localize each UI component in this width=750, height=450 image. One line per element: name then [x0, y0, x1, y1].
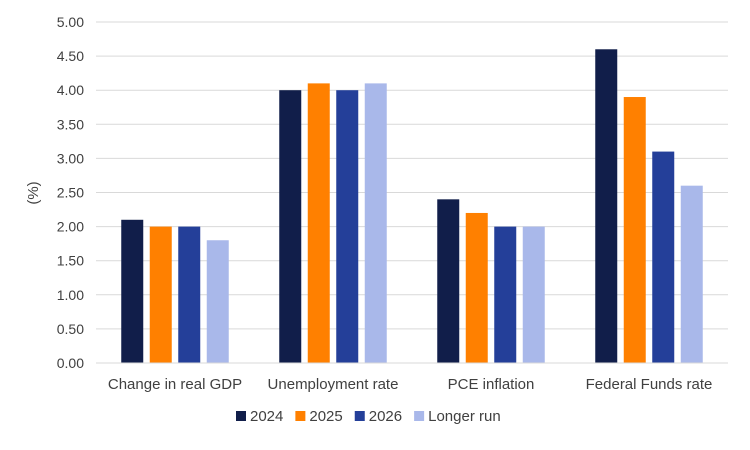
x-category-label: Federal Funds rate [586, 376, 713, 393]
bar-longer-run-1 [364, 83, 387, 363]
bar-2026-0 [178, 226, 201, 363]
legend-item: 2024 [236, 408, 283, 425]
bar-2026-2 [494, 226, 517, 363]
bar-2024-2 [437, 199, 460, 363]
legend-label: 2025 [309, 408, 342, 425]
legend-label: 2026 [369, 408, 402, 425]
bar-2024-3 [595, 49, 618, 363]
legend: 2024 2025 2026 Longer run [236, 408, 501, 425]
legend-item: Longer run [414, 408, 501, 425]
y-axis-label: (%) [25, 181, 42, 204]
legend-swatch [354, 411, 365, 421]
y-tick-label: 3.50 [57, 116, 84, 132]
x-axis-category-labels: Change in real GDP Unemployment rate PCE i… [108, 376, 712, 393]
bar-2025-0 [149, 226, 172, 363]
legend-item: 2025 [295, 408, 343, 425]
legend-swatch [414, 411, 425, 421]
bar-2025-2 [465, 212, 488, 363]
legend-swatch [236, 411, 246, 421]
bar-2025-3 [623, 97, 646, 364]
gridlines [96, 21, 728, 330]
y-tick-label: 5.00 [57, 14, 84, 30]
y-tick-label: 1.50 [57, 253, 84, 269]
y-tick-label: 0.00 [57, 355, 84, 371]
x-category-label: Unemployment rate [268, 376, 399, 393]
bar-longer-run-3 [680, 185, 703, 363]
bar-longer-run-0 [206, 240, 229, 363]
bar-2024-1 [279, 90, 302, 363]
bar-2024-0 [121, 219, 144, 363]
y-tick-label: 4.50 [57, 48, 84, 64]
x-category-label: Change in real GDP [108, 376, 242, 393]
legend-label: 2024 [250, 408, 283, 425]
bars [121, 49, 703, 364]
y-axis-tick-labels: 0.00 0.50 1.00 1.50 2.00 2.50 3.00 3.50 4.00 4.50… [57, 14, 84, 371]
bar-2026-3 [652, 151, 675, 363]
x-category-label: PCE inflation [448, 376, 535, 393]
y-tick-label: 0.50 [57, 321, 84, 337]
bar-longer-run-2 [522, 226, 545, 363]
legend-swatch [295, 411, 306, 421]
y-tick-label: 2.00 [57, 219, 84, 235]
y-tick-label: 2.50 [57, 185, 84, 201]
bar-2026-1 [336, 90, 359, 363]
y-tick-label: 1.00 [57, 287, 84, 303]
bar-2025-1 [307, 83, 330, 363]
legend-item: 2026 [354, 408, 402, 425]
y-tick-label: 4.00 [57, 82, 84, 98]
legend-label: Longer run [428, 408, 501, 425]
y-tick-label: 3.00 [57, 150, 84, 166]
